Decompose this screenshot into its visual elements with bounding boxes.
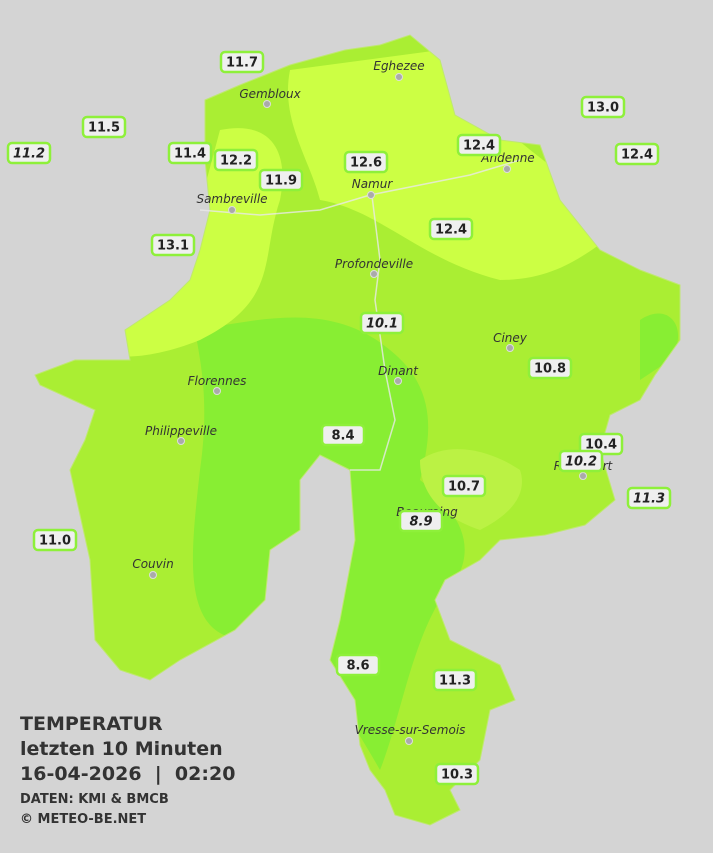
station-value: 10.8 bbox=[534, 362, 566, 377]
station-value: 11.3 bbox=[439, 674, 471, 689]
station-box bbox=[441, 474, 487, 498]
station-value: 11.2 bbox=[13, 147, 45, 162]
city-dot bbox=[228, 206, 236, 214]
station-box bbox=[527, 356, 573, 380]
station-box bbox=[456, 133, 502, 157]
city-name: Ciney bbox=[493, 331, 528, 345]
station-value: 12.2 bbox=[220, 154, 252, 169]
city-name: Profondeville bbox=[335, 257, 413, 271]
station-box bbox=[398, 509, 444, 533]
city-dot bbox=[149, 571, 157, 579]
station-box bbox=[580, 95, 626, 119]
station-value: 11.9 bbox=[265, 174, 297, 189]
station-value: 10.3 bbox=[441, 768, 473, 783]
station-box bbox=[428, 217, 474, 241]
city-name: Philippeville bbox=[145, 424, 217, 438]
station-box bbox=[150, 233, 196, 257]
city-name: Gembloux bbox=[239, 87, 301, 101]
station-value: 13.0 bbox=[587, 101, 619, 116]
city-dot bbox=[263, 100, 271, 108]
city-name: Sambreville bbox=[196, 192, 267, 206]
city-name: Florennes bbox=[188, 374, 247, 388]
station-box bbox=[6, 141, 52, 165]
city-dot bbox=[367, 191, 375, 199]
station-value: 11.7 bbox=[226, 56, 258, 71]
station-value: 12.6 bbox=[350, 156, 382, 171]
station-value: 8.4 bbox=[331, 429, 354, 444]
station-value: 10.1 bbox=[366, 317, 398, 332]
station-value: 8.9 bbox=[409, 515, 432, 530]
station-box bbox=[81, 115, 127, 139]
station-value: 11.5 bbox=[88, 121, 120, 136]
station-value: 8.6 bbox=[346, 659, 369, 674]
station-value: 12.4 bbox=[463, 139, 495, 154]
city-dot bbox=[177, 437, 185, 445]
station-box bbox=[32, 528, 78, 552]
city-name: Vresse-sur-Semois bbox=[355, 723, 466, 737]
station-box bbox=[213, 148, 259, 172]
station-value: 10.2 bbox=[565, 455, 597, 470]
station-value: 11.0 bbox=[39, 534, 71, 549]
city-name: Dinant bbox=[378, 364, 419, 378]
city-dot bbox=[506, 344, 514, 352]
station-value: 12.4 bbox=[435, 223, 467, 238]
station-box bbox=[335, 653, 381, 677]
city-dot bbox=[394, 377, 402, 385]
timestamp: 16-04-2026 | 02:20 bbox=[20, 763, 235, 785]
station-box bbox=[258, 168, 304, 192]
city-name: Namur bbox=[352, 177, 394, 191]
city-name: Eghezee bbox=[373, 59, 424, 73]
title: TEMPERATUR bbox=[20, 713, 163, 735]
city-dot bbox=[213, 387, 221, 395]
city-dot bbox=[395, 73, 403, 81]
station-box bbox=[359, 311, 405, 335]
station-value: 10.7 bbox=[448, 480, 480, 495]
station-box bbox=[219, 50, 265, 74]
station-value: 11.4 bbox=[174, 147, 206, 162]
station-box bbox=[434, 762, 480, 786]
station-value: 10.4 bbox=[585, 438, 617, 453]
station-value: 11.3 bbox=[633, 492, 665, 507]
credit: © METEO-BE.NET bbox=[20, 812, 146, 827]
station-box bbox=[626, 486, 672, 510]
station-box bbox=[167, 141, 213, 165]
subtitle: letzten 10 Minuten bbox=[20, 738, 223, 760]
station-box bbox=[558, 449, 604, 473]
station-box bbox=[320, 423, 366, 447]
city-name: Couvin bbox=[132, 557, 173, 571]
station-box bbox=[614, 142, 660, 166]
city-dot bbox=[503, 165, 511, 173]
city-dot bbox=[370, 270, 378, 278]
credit: DATEN: KMI & BMCB bbox=[20, 792, 169, 807]
stations: 11.7 11.5 11.2 11.4 12.2 11.9 12.6 12.4 13.0 12.4… bbox=[6, 50, 672, 786]
station-value: 13.1 bbox=[157, 239, 189, 254]
station-value: 12.4 bbox=[621, 148, 653, 163]
city-dot bbox=[405, 737, 413, 745]
station-box bbox=[343, 150, 389, 174]
city-dot bbox=[579, 472, 587, 480]
station-box bbox=[432, 668, 478, 692]
